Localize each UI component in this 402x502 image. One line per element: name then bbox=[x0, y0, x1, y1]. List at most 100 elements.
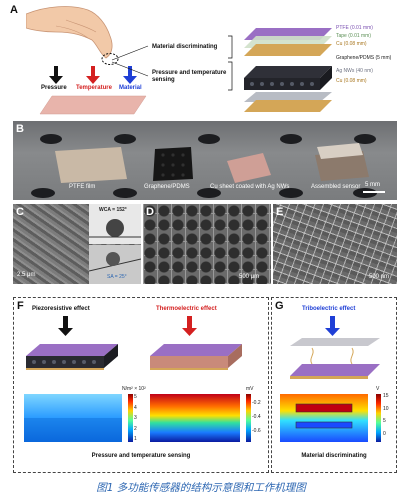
pressure-contour-map bbox=[24, 394, 122, 442]
panel-a: A Pressure Temperature Material Material… bbox=[8, 2, 400, 120]
hand-illustration bbox=[26, 6, 113, 59]
pressure-tick: 1 bbox=[134, 436, 137, 442]
scale-label-e: 500 nm bbox=[369, 274, 390, 280]
potential-colorbar bbox=[376, 394, 381, 442]
wca-label: WCA = 152° bbox=[99, 207, 127, 213]
thermo-sensor-top bbox=[150, 344, 242, 356]
potential-tick: 5 bbox=[383, 418, 386, 425]
layer-label-graphene: Graphene/PDMS (5 mm) bbox=[336, 54, 392, 61]
panel-c-sem: C WCA = 152° SA = 25° 2.5 μm bbox=[13, 204, 141, 284]
pressure-temperature-label: Pressure and temperature sensing bbox=[152, 70, 227, 83]
potential-tick: 0 bbox=[383, 430, 386, 437]
layer-label-ptfe: PTFE (0.01 mm) bbox=[336, 25, 373, 31]
temperature-arrow bbox=[86, 66, 100, 84]
upper-electrode bbox=[295, 403, 353, 413]
panel-c-letter: C bbox=[16, 206, 24, 218]
material-label: Material bbox=[119, 85, 142, 91]
pressure-tick: 3 bbox=[134, 415, 137, 421]
pressure-colorbar bbox=[128, 394, 133, 442]
thermo-label: Thermoelectric effect bbox=[156, 306, 217, 312]
panel-g-illustrations bbox=[280, 316, 381, 442]
potential-tick: 15 bbox=[383, 393, 389, 399]
scale-bar bbox=[363, 191, 385, 193]
nanowire-overlay bbox=[273, 204, 397, 284]
figure-caption: 图1 多功能传感器的结构示意图和工作机理图 bbox=[96, 482, 306, 494]
piezo-sensor-top bbox=[26, 344, 118, 356]
graphene-pdms-top bbox=[244, 66, 332, 78]
fingertip-circle bbox=[101, 53, 119, 65]
thermo-colorbar bbox=[246, 394, 251, 442]
layer-label-agnw: Ag NWs (40 nm) bbox=[336, 68, 373, 75]
panel-f: F Piezoresistive effect Thermoelectric e… bbox=[13, 297, 269, 473]
label-cu-sheet: Cu sheet coated with Ag NWs bbox=[210, 184, 290, 190]
thermo-contour-map bbox=[150, 394, 240, 442]
potential-map bbox=[280, 394, 368, 442]
pressure-tick: 4 bbox=[134, 404, 137, 411]
material-discriminating-label: Material discriminating bbox=[152, 44, 218, 50]
cu-bottom-layer bbox=[244, 100, 332, 112]
piezo-arrow bbox=[58, 316, 73, 336]
pressure-tick: 5 bbox=[134, 394, 137, 400]
thermo-tick: -0.2 bbox=[252, 400, 261, 406]
tribo-sensor-top bbox=[290, 364, 380, 376]
panel-g-caption: Material discriminating bbox=[301, 453, 367, 459]
assembled-sensor-sample bbox=[315, 151, 369, 181]
scale-label-c: 2.5 μm bbox=[17, 272, 36, 278]
panel-g: G Triboelectric effect V 15 10 5 0 Mater… bbox=[271, 297, 397, 473]
potential-tick: 10 bbox=[383, 405, 389, 412]
label-ptfe-film: PTFE film bbox=[69, 184, 96, 190]
agnw-layer bbox=[244, 92, 332, 102]
material-arrow bbox=[123, 66, 137, 84]
thermo-tick: -0.6 bbox=[252, 428, 261, 434]
stimulus-arrows bbox=[49, 66, 137, 84]
scale-label-d: 500 μm bbox=[239, 274, 260, 280]
layer-label-cu-top: Cu (0.08 mm) bbox=[336, 41, 367, 48]
panel-e-sem: E 500 nm bbox=[273, 204, 397, 284]
ptfe-film-sample bbox=[55, 147, 127, 183]
panel-g-letter: G bbox=[275, 300, 284, 312]
panel-a-letter: A bbox=[10, 4, 18, 16]
tribo-label: Triboelectric effect bbox=[302, 306, 356, 312]
panel-b-photo: B PTFE film Graphene/PDMS Cu sheet coate… bbox=[13, 121, 397, 200]
sensor-sheet bbox=[39, 95, 147, 115]
sa-inset: SA = 25° bbox=[89, 245, 141, 284]
temperature-label: Temperature bbox=[76, 85, 112, 91]
layer-label-cu-bottom: Cu (0.08 mm) bbox=[336, 78, 367, 85]
thermo-sensor-body bbox=[150, 356, 228, 368]
thermo-tick: -0.4 bbox=[252, 414, 261, 420]
sa-label: SA = 25° bbox=[107, 274, 127, 280]
layer-label-tape: Tape (0.01 mm) bbox=[336, 33, 372, 40]
cu-sheet-sample bbox=[227, 153, 271, 183]
panel-b-letter: B bbox=[16, 123, 24, 135]
panel-f-letter: F bbox=[17, 300, 24, 312]
label-graphene-pdms: Graphene/PDMS bbox=[144, 184, 190, 190]
lower-electrode bbox=[295, 421, 353, 429]
droplet-icon bbox=[89, 219, 141, 238]
pressure-label: Pressure bbox=[41, 85, 67, 91]
panel-f-illustrations bbox=[24, 316, 251, 442]
table-holes bbox=[31, 134, 385, 198]
thermo-colorbar-ticks: -0.2 -0.4 -0.6 bbox=[252, 400, 268, 434]
approaching-material bbox=[290, 338, 380, 346]
tilted-droplet-icon bbox=[89, 252, 141, 272]
pressure-unit: N/m² × 10² bbox=[122, 386, 146, 392]
tribo-arrow bbox=[325, 316, 340, 336]
wca-inset: WCA = 152° bbox=[89, 204, 141, 244]
panel-d-sem: D 500 μm bbox=[143, 204, 271, 284]
label-assembled-sensor: Assembled sensor bbox=[311, 184, 361, 190]
potential-colorbar-ticks: 15 10 5 0 bbox=[383, 393, 395, 437]
thermo-unit: mV bbox=[246, 386, 254, 392]
pressure-arrow bbox=[49, 66, 63, 84]
pressure-colorbar-ticks: 5 4 3 2 1 bbox=[134, 394, 144, 442]
leader-lines bbox=[111, 35, 233, 91]
thermo-arrow bbox=[182, 316, 197, 336]
panel-e-letter: E bbox=[276, 206, 284, 218]
potential-unit: V bbox=[376, 386, 380, 392]
panel-f-caption: Pressure and temperature sensing bbox=[91, 453, 191, 459]
panel-d-letter: D bbox=[146, 206, 154, 218]
piezo-label: Piezoresistive effect bbox=[32, 306, 90, 312]
layer-legend: PTFE (0.01 mm) Tape (0.01 mm) Cu (0.08 m… bbox=[336, 24, 400, 86]
pressure-tick: 2 bbox=[134, 425, 137, 432]
layer-stack-illustration bbox=[244, 28, 332, 112]
cu-top-layer bbox=[244, 44, 332, 56]
